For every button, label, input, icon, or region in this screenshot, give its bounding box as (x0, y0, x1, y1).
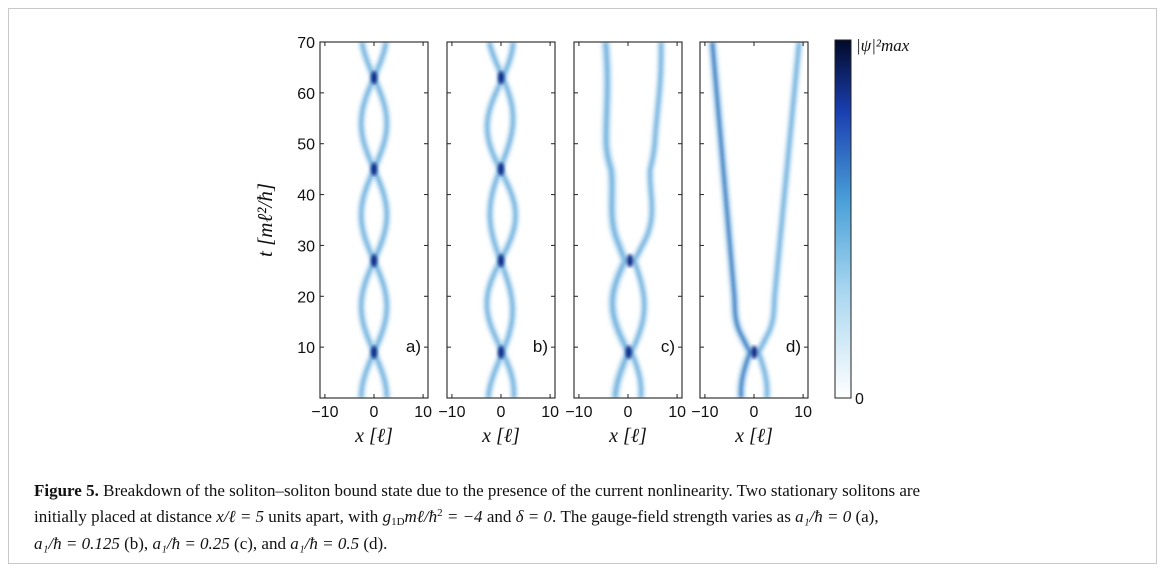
x-tick-label: −10 (311, 404, 338, 421)
soliton-track-1 (603, 42, 631, 398)
x-tick-label: 10 (668, 404, 686, 421)
soliton-track-2 (372, 42, 389, 398)
y-tick-label: 30 (297, 238, 315, 255)
y-tick-label: 60 (297, 86, 315, 103)
collision-spot-2 (626, 254, 634, 268)
panel-label: d) (786, 337, 801, 356)
x-axis-label: x [ℓ] (481, 425, 520, 447)
panel-background (574, 42, 682, 398)
soliton-track-2 (629, 42, 663, 398)
collision-spot-1 (625, 345, 632, 359)
collision-spot-1 (370, 345, 378, 359)
x-axis-label: x [ℓ] (608, 425, 647, 447)
x-axis-label: x [ℓ] (354, 425, 393, 447)
caption-line-2: initially placed at distance x/ℓ = 5 uni… (34, 507, 879, 528)
soliton-track-2 (756, 42, 801, 398)
caption-label: Figure 5. (34, 481, 99, 500)
colorbar-min-label: 0 (855, 391, 864, 408)
panel-label: c) (661, 337, 675, 356)
collision-spot-4 (497, 71, 505, 85)
x-tick-label: 10 (541, 404, 559, 421)
collision-spot-1 (497, 345, 505, 359)
x-tick-label: 0 (624, 404, 633, 421)
colorbar-gradient (834, 39, 852, 399)
x-tick-label: 0 (370, 404, 379, 421)
collision-spot-2 (497, 254, 505, 268)
heatmap-panel-2: −10 0 10 b) x [ℓ] (438, 41, 559, 447)
panel-background (320, 42, 428, 398)
soliton-track-1 (710, 42, 753, 398)
panel-label: a) (406, 337, 421, 356)
x-tick-label: −10 (438, 404, 465, 421)
colorbar-max-label: |ψ|²max (856, 36, 910, 55)
caption-line-1: Figure 5. Breakdown of the soliton–solit… (34, 481, 921, 500)
y-tick-label: 40 (297, 188, 315, 205)
y-tick-label: 20 (297, 289, 315, 306)
y-tick-label: 70 (297, 35, 315, 52)
x-tick-label: −10 (691, 404, 718, 421)
soliton-track-1 (359, 42, 376, 398)
x-tick-label: 10 (794, 404, 812, 421)
heatmap-panel-1: −10 0 10 10 20 30 40 50 60 70 a) x [ℓ] (297, 35, 432, 447)
x-tick-label: 10 (414, 404, 432, 421)
caption-line-3: a₁/ħ = 0.125 (b), a₁/ħ = 0.25 (c), and a… (34, 534, 388, 553)
heatmap-panel-3: −10 0 10 c) x [ℓ] (565, 41, 686, 447)
collision-spot-3 (370, 162, 378, 176)
x-tick-label: 0 (497, 404, 506, 421)
y-axis-label: t [mℓ²/ħ] (253, 183, 277, 257)
soliton-track-1 (485, 42, 505, 398)
collision-spot-1 (751, 345, 758, 359)
x-axis-label: x [ℓ] (734, 425, 773, 447)
figure-caption: Figure 5. Breakdown of the soliton–solit… (34, 480, 1134, 555)
y-tick-label: 10 (297, 340, 315, 357)
soliton-track-2 (498, 42, 518, 398)
panel-background (447, 42, 555, 398)
heatmap-panel-4: −10 0 10 d) x [ℓ] (691, 41, 812, 447)
collision-spot-4 (370, 71, 378, 85)
collision-spot-3 (497, 162, 505, 176)
x-tick-label: 0 (750, 404, 759, 421)
colorbar: |ψ|²max 0 (834, 36, 910, 408)
panel-label: b) (533, 337, 548, 356)
y-tick-label: 50 (297, 137, 315, 154)
x-tick-label: −10 (565, 404, 592, 421)
collision-spot-2 (370, 254, 378, 268)
